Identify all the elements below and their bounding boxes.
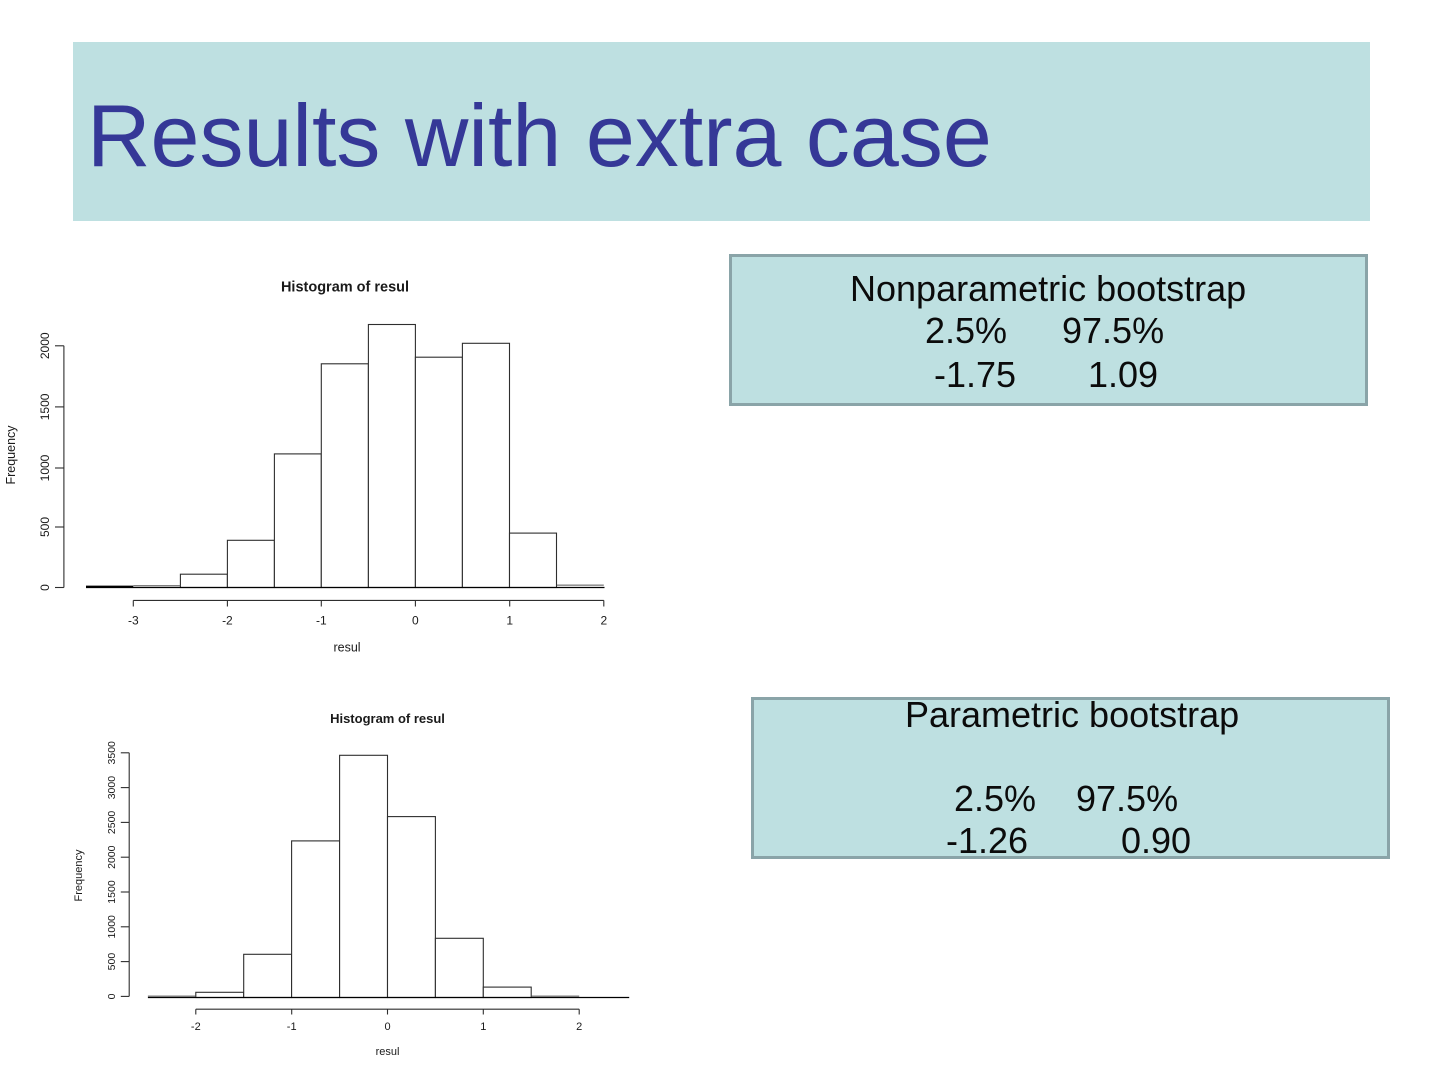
svg-text:1: 1 (480, 1021, 486, 1033)
svg-text:1000: 1000 (38, 454, 52, 481)
svg-text:1: 1 (506, 614, 513, 628)
svg-text:3500: 3500 (106, 741, 118, 765)
svg-text:Frequency: Frequency (73, 849, 85, 901)
svg-text:2000: 2000 (106, 845, 118, 869)
svg-text:Frequency: Frequency (4, 425, 18, 485)
svg-text:0: 0 (384, 1021, 390, 1033)
svg-text:-1: -1 (287, 1021, 297, 1033)
svg-text:-3: -3 (128, 614, 139, 628)
svg-text:1500: 1500 (38, 393, 52, 420)
svg-text:1500: 1500 (106, 880, 118, 904)
svg-text:2500: 2500 (106, 811, 118, 835)
svg-text:-1: -1 (316, 614, 327, 628)
svg-text:500: 500 (38, 517, 52, 537)
svg-text:Histogram of resul: Histogram of resul (330, 711, 445, 726)
svg-text:0: 0 (106, 993, 118, 999)
svg-text:resul: resul (333, 641, 360, 655)
svg-text:resul: resul (376, 1046, 400, 1058)
svg-text:2: 2 (600, 614, 607, 628)
svg-text:3000: 3000 (106, 776, 118, 800)
svg-text:500: 500 (106, 953, 118, 971)
svg-text:-2: -2 (191, 1021, 201, 1033)
svg-text:0: 0 (38, 584, 52, 591)
svg-text:2: 2 (576, 1021, 582, 1033)
svg-text:-2: -2 (222, 614, 233, 628)
svg-text:0: 0 (412, 614, 419, 628)
svg-text:Histogram of resul: Histogram of resul (281, 280, 409, 296)
svg-text:2000: 2000 (38, 332, 52, 359)
svg-text:1000: 1000 (106, 915, 118, 939)
